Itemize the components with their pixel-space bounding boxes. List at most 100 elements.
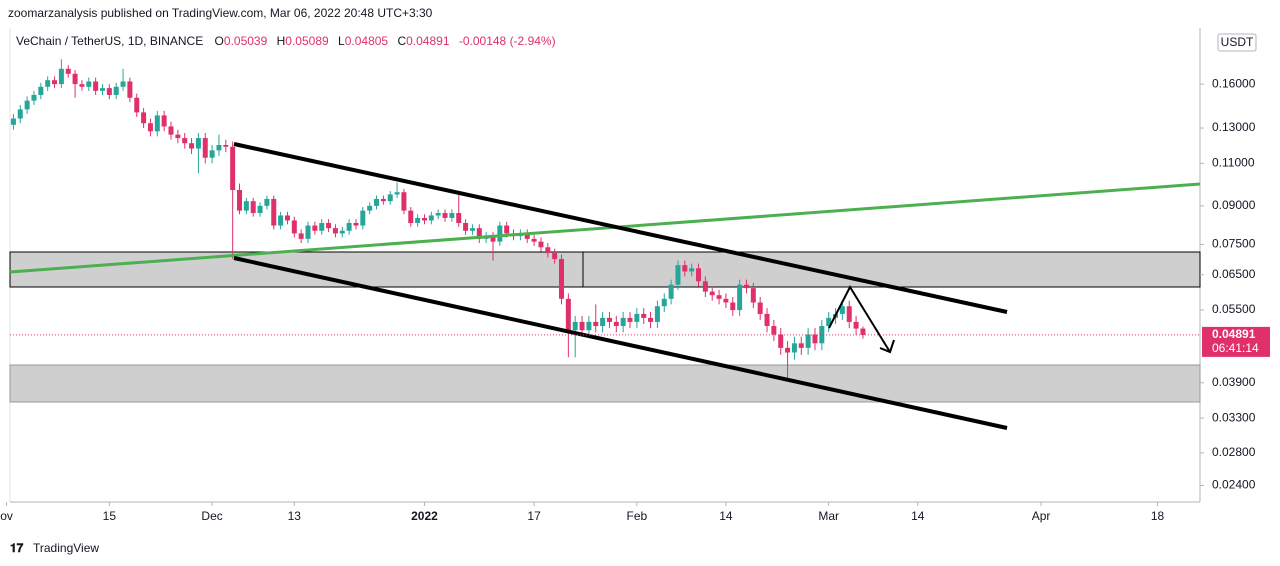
candle-body xyxy=(428,215,434,221)
candle-body xyxy=(353,222,359,226)
x-tick-label: Dec xyxy=(201,509,222,523)
candle-body xyxy=(278,215,284,226)
candle-body xyxy=(737,284,743,311)
candle-body xyxy=(223,144,229,147)
candle-body xyxy=(524,233,530,239)
currency: USDT xyxy=(1221,35,1254,49)
candle-body xyxy=(860,328,866,335)
candle-body xyxy=(120,81,126,87)
candle-body xyxy=(58,68,64,85)
y-tick-label: 0.03900 xyxy=(1212,375,1256,389)
candle-body xyxy=(291,220,297,234)
x-tick-label: Mar xyxy=(818,509,839,523)
support-zone xyxy=(9,364,1201,403)
candle-body xyxy=(168,126,174,135)
candle-body xyxy=(250,201,256,214)
legend-close: 0.04891 xyxy=(406,34,450,48)
candle-body xyxy=(771,326,777,335)
candle-body xyxy=(127,81,133,98)
candle-body xyxy=(93,81,99,91)
candle-body xyxy=(798,343,804,348)
candle-body xyxy=(374,198,380,206)
candle-body xyxy=(463,222,469,231)
candle-body xyxy=(593,321,599,327)
candle-body xyxy=(812,334,818,344)
legend-o: O xyxy=(215,34,224,48)
candle-body xyxy=(346,222,352,231)
y-tick-label: 0.02800 xyxy=(1212,445,1256,459)
legend-open: 0.05039 xyxy=(224,34,268,48)
y-tick-label: 0.13000 xyxy=(1212,120,1256,134)
candle-body xyxy=(141,112,147,124)
legend-low: 0.04805 xyxy=(345,34,389,48)
candle-body xyxy=(10,118,16,125)
candle-body xyxy=(326,222,332,229)
candle-body xyxy=(531,238,537,242)
x-tick-label: ov xyxy=(0,509,13,523)
candle-body xyxy=(709,291,715,296)
candle-body xyxy=(332,228,338,234)
candle-body xyxy=(469,228,475,231)
candle-body xyxy=(284,215,290,221)
candle-body xyxy=(209,150,215,158)
legend-c: C xyxy=(397,34,406,48)
footer-brand: TradingView xyxy=(33,541,99,555)
candle-body xyxy=(24,100,30,110)
candle-body xyxy=(339,230,345,234)
lower-channel-line xyxy=(233,256,1008,430)
candle-body xyxy=(264,198,270,206)
green-trendline xyxy=(9,182,1201,274)
legend-high: 0.05089 xyxy=(285,34,329,48)
resistance-zone xyxy=(9,251,1201,288)
candle-body xyxy=(846,306,852,322)
y-tick-label: 0.03300 xyxy=(1212,410,1256,424)
candle-body xyxy=(675,265,681,285)
y-tick-label: 0.09000 xyxy=(1212,198,1256,212)
candle-body xyxy=(216,144,222,151)
candle-body xyxy=(620,317,626,327)
candle-body xyxy=(415,217,421,223)
candle-body xyxy=(682,265,688,272)
candle-body xyxy=(367,205,373,211)
candle-body xyxy=(839,306,845,314)
candle-body xyxy=(613,321,619,327)
candle-body xyxy=(565,298,571,331)
candle-body xyxy=(271,198,277,226)
candle-body xyxy=(716,295,722,299)
candle-body xyxy=(31,94,37,101)
x-tick-label: 17 xyxy=(527,509,541,523)
candle-body xyxy=(161,115,167,127)
candle-body xyxy=(401,192,407,211)
legend: VeChain / TetherUS, 1D, BINANCE O0.05039… xyxy=(16,34,556,48)
candle-body xyxy=(195,138,201,149)
y-tick-label: 0.02400 xyxy=(1212,478,1256,492)
candle-body xyxy=(435,213,441,216)
candle-body xyxy=(38,86,44,95)
candle-body xyxy=(668,284,674,299)
candle-body xyxy=(45,80,51,87)
candle-body xyxy=(641,313,647,318)
candle-body xyxy=(730,302,736,311)
y-tick-label: 0.06500 xyxy=(1212,267,1256,281)
candle-body xyxy=(654,306,660,322)
candle-body xyxy=(702,281,708,292)
candle-body xyxy=(230,146,236,191)
candle-body xyxy=(257,205,263,214)
candle-body xyxy=(504,225,510,234)
candle-body xyxy=(17,109,23,119)
candle-body xyxy=(750,288,756,303)
y-tick-label: 0.07500 xyxy=(1212,237,1256,251)
logo: 𝟏𝟕 xyxy=(10,541,24,555)
candle-body xyxy=(421,217,427,221)
candle-body xyxy=(853,321,859,329)
candle-body xyxy=(189,143,195,149)
candle-body xyxy=(52,80,58,85)
candle-body xyxy=(147,123,153,132)
y-tick-label: 0.16000 xyxy=(1212,76,1256,90)
candle-body xyxy=(558,259,564,299)
candle-body xyxy=(312,225,318,231)
candle-body xyxy=(791,343,797,353)
candle-body xyxy=(723,298,729,303)
candle-body xyxy=(545,247,551,254)
candle-body xyxy=(689,268,695,272)
